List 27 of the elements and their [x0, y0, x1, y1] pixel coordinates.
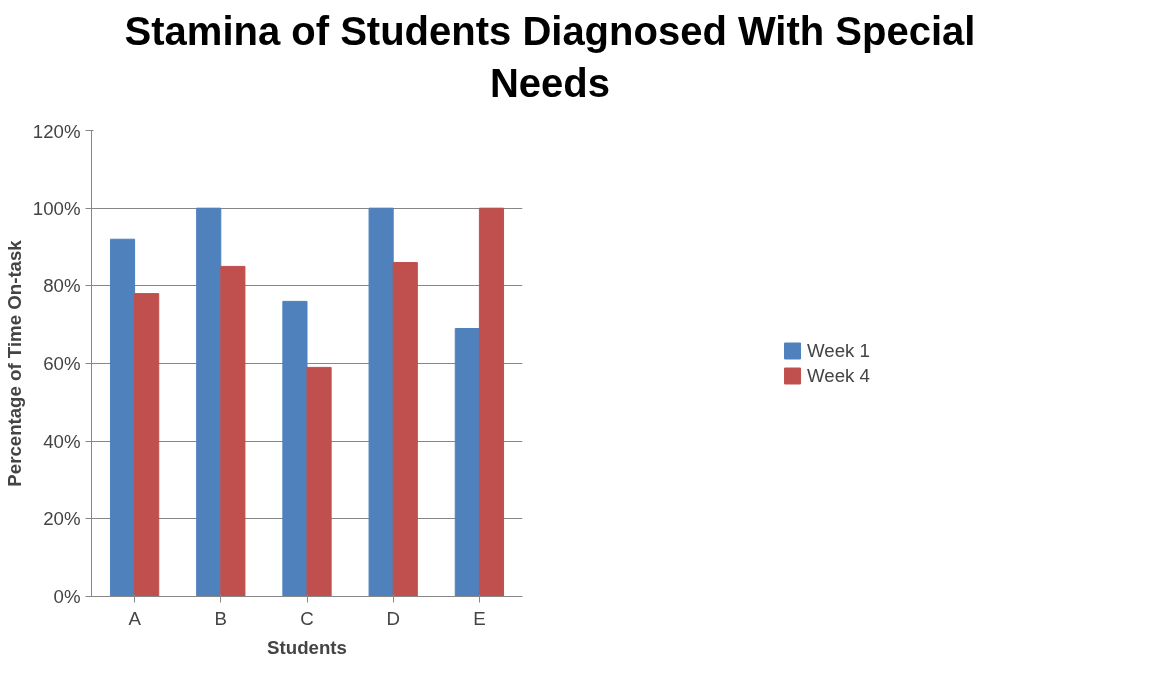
bar	[134, 293, 160, 597]
bar	[220, 265, 246, 597]
bar	[306, 366, 332, 597]
bar	[454, 328, 480, 597]
y-tick-label: 40%	[43, 430, 81, 452]
legend-label: Week 1	[807, 339, 870, 362]
y-tick-label: 80%	[43, 275, 81, 297]
x-tick-label: C	[300, 607, 314, 629]
chart-title: Stamina of Students Diagnosed With Special Needs	[123, 8, 977, 107]
bar	[196, 207, 222, 597]
x-tick-label: B	[214, 607, 228, 629]
bar	[392, 262, 418, 597]
x-tick-label: A	[128, 607, 142, 629]
y-tick-label: 0%	[53, 586, 81, 607]
y-tick-label: 100%	[32, 197, 81, 219]
y-tick-label: 20%	[43, 508, 81, 530]
bar	[282, 300, 308, 597]
y-tick-label: 60%	[43, 353, 81, 374]
legend-label: Week 4	[807, 364, 870, 387]
x-axis-title: Students	[267, 636, 347, 658]
y-tick-label: 120%	[32, 120, 81, 142]
x-tick-label: E	[473, 607, 486, 629]
bar	[478, 207, 505, 597]
y-axis-title: Percentage of Time On-task	[3, 239, 25, 487]
bar	[368, 207, 394, 597]
x-tick-label: D	[386, 607, 400, 629]
bar	[109, 238, 136, 597]
